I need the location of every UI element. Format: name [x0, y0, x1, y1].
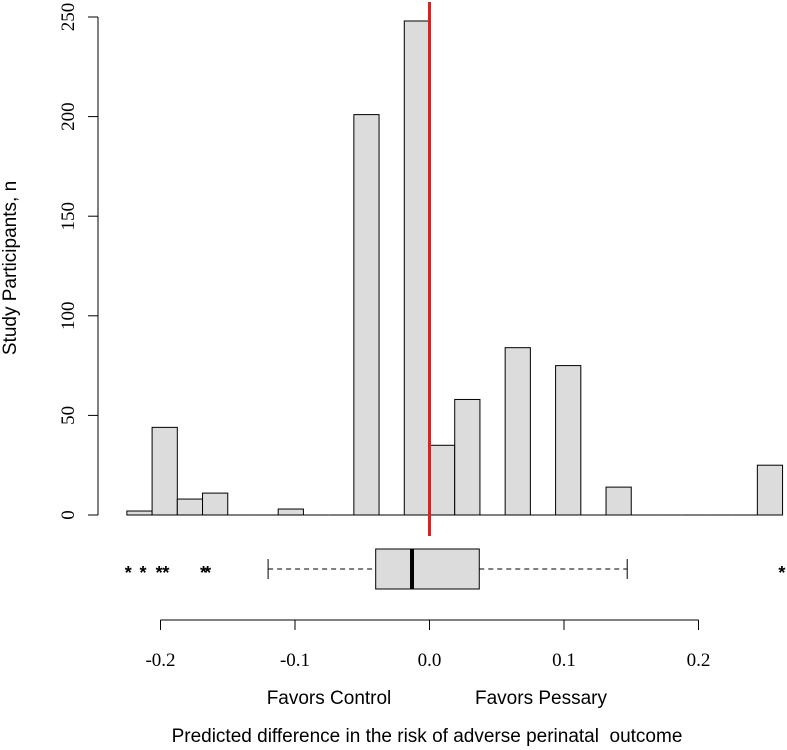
x-axis: -0.2 -0.1 0.0 0.1 0.2	[145, 619, 711, 671]
x-axis-label: Predicted difference in the risk of adve…	[172, 726, 683, 747]
histogram-bar	[555, 365, 582, 516]
histogram-bar	[429, 444, 456, 516]
boxplot-outlier: *	[162, 563, 169, 583]
histogram-bar	[277, 508, 304, 516]
y-axis: 0 50 100 150 200 250	[58, 3, 99, 520]
boxplot-outlier: *	[204, 563, 211, 583]
y-tick-label: 250	[58, 3, 79, 32]
y-tick-label: 200	[58, 102, 79, 131]
x-tick-label: 0.2	[687, 650, 711, 671]
histogram-bar	[454, 398, 481, 516]
boxplot-outlier: *	[200, 563, 207, 583]
histogram-bar	[504, 347, 531, 516]
x-tick-label: -0.1	[280, 650, 310, 671]
y-tick-label: 150	[58, 202, 79, 231]
histogram-bars	[126, 20, 784, 516]
histogram-bar	[756, 464, 784, 516]
x-tick-label: 0.1	[552, 650, 576, 671]
favors-pessary-label: Favors Pessary	[475, 688, 607, 709]
boxplot-outlier: *	[778, 563, 785, 583]
boxplot-box	[375, 548, 480, 590]
histogram-bar	[353, 114, 380, 516]
x-tick-label: 0.0	[418, 650, 442, 671]
histogram-bar	[126, 510, 153, 516]
boxplot-outlier: *	[156, 563, 163, 583]
x-tick-label: -0.2	[145, 650, 175, 671]
boxplot: * * * * ** *	[125, 548, 785, 590]
histogram-bar	[151, 426, 178, 516]
y-tick-label: 50	[58, 406, 79, 425]
histogram-bar	[605, 486, 632, 516]
histogram-bar	[403, 20, 430, 516]
y-tick-label: 0	[58, 510, 79, 520]
y-axis-label: Study Participants, n	[0, 181, 21, 355]
histogram-bar	[202, 492, 229, 516]
histogram-bar	[176, 498, 204, 516]
favors-control-label: Favors Control	[267, 688, 392, 709]
y-tick-label: 100	[58, 302, 79, 331]
boxplot-outlier: *	[140, 563, 147, 583]
boxplot-outlier: *	[125, 563, 132, 583]
